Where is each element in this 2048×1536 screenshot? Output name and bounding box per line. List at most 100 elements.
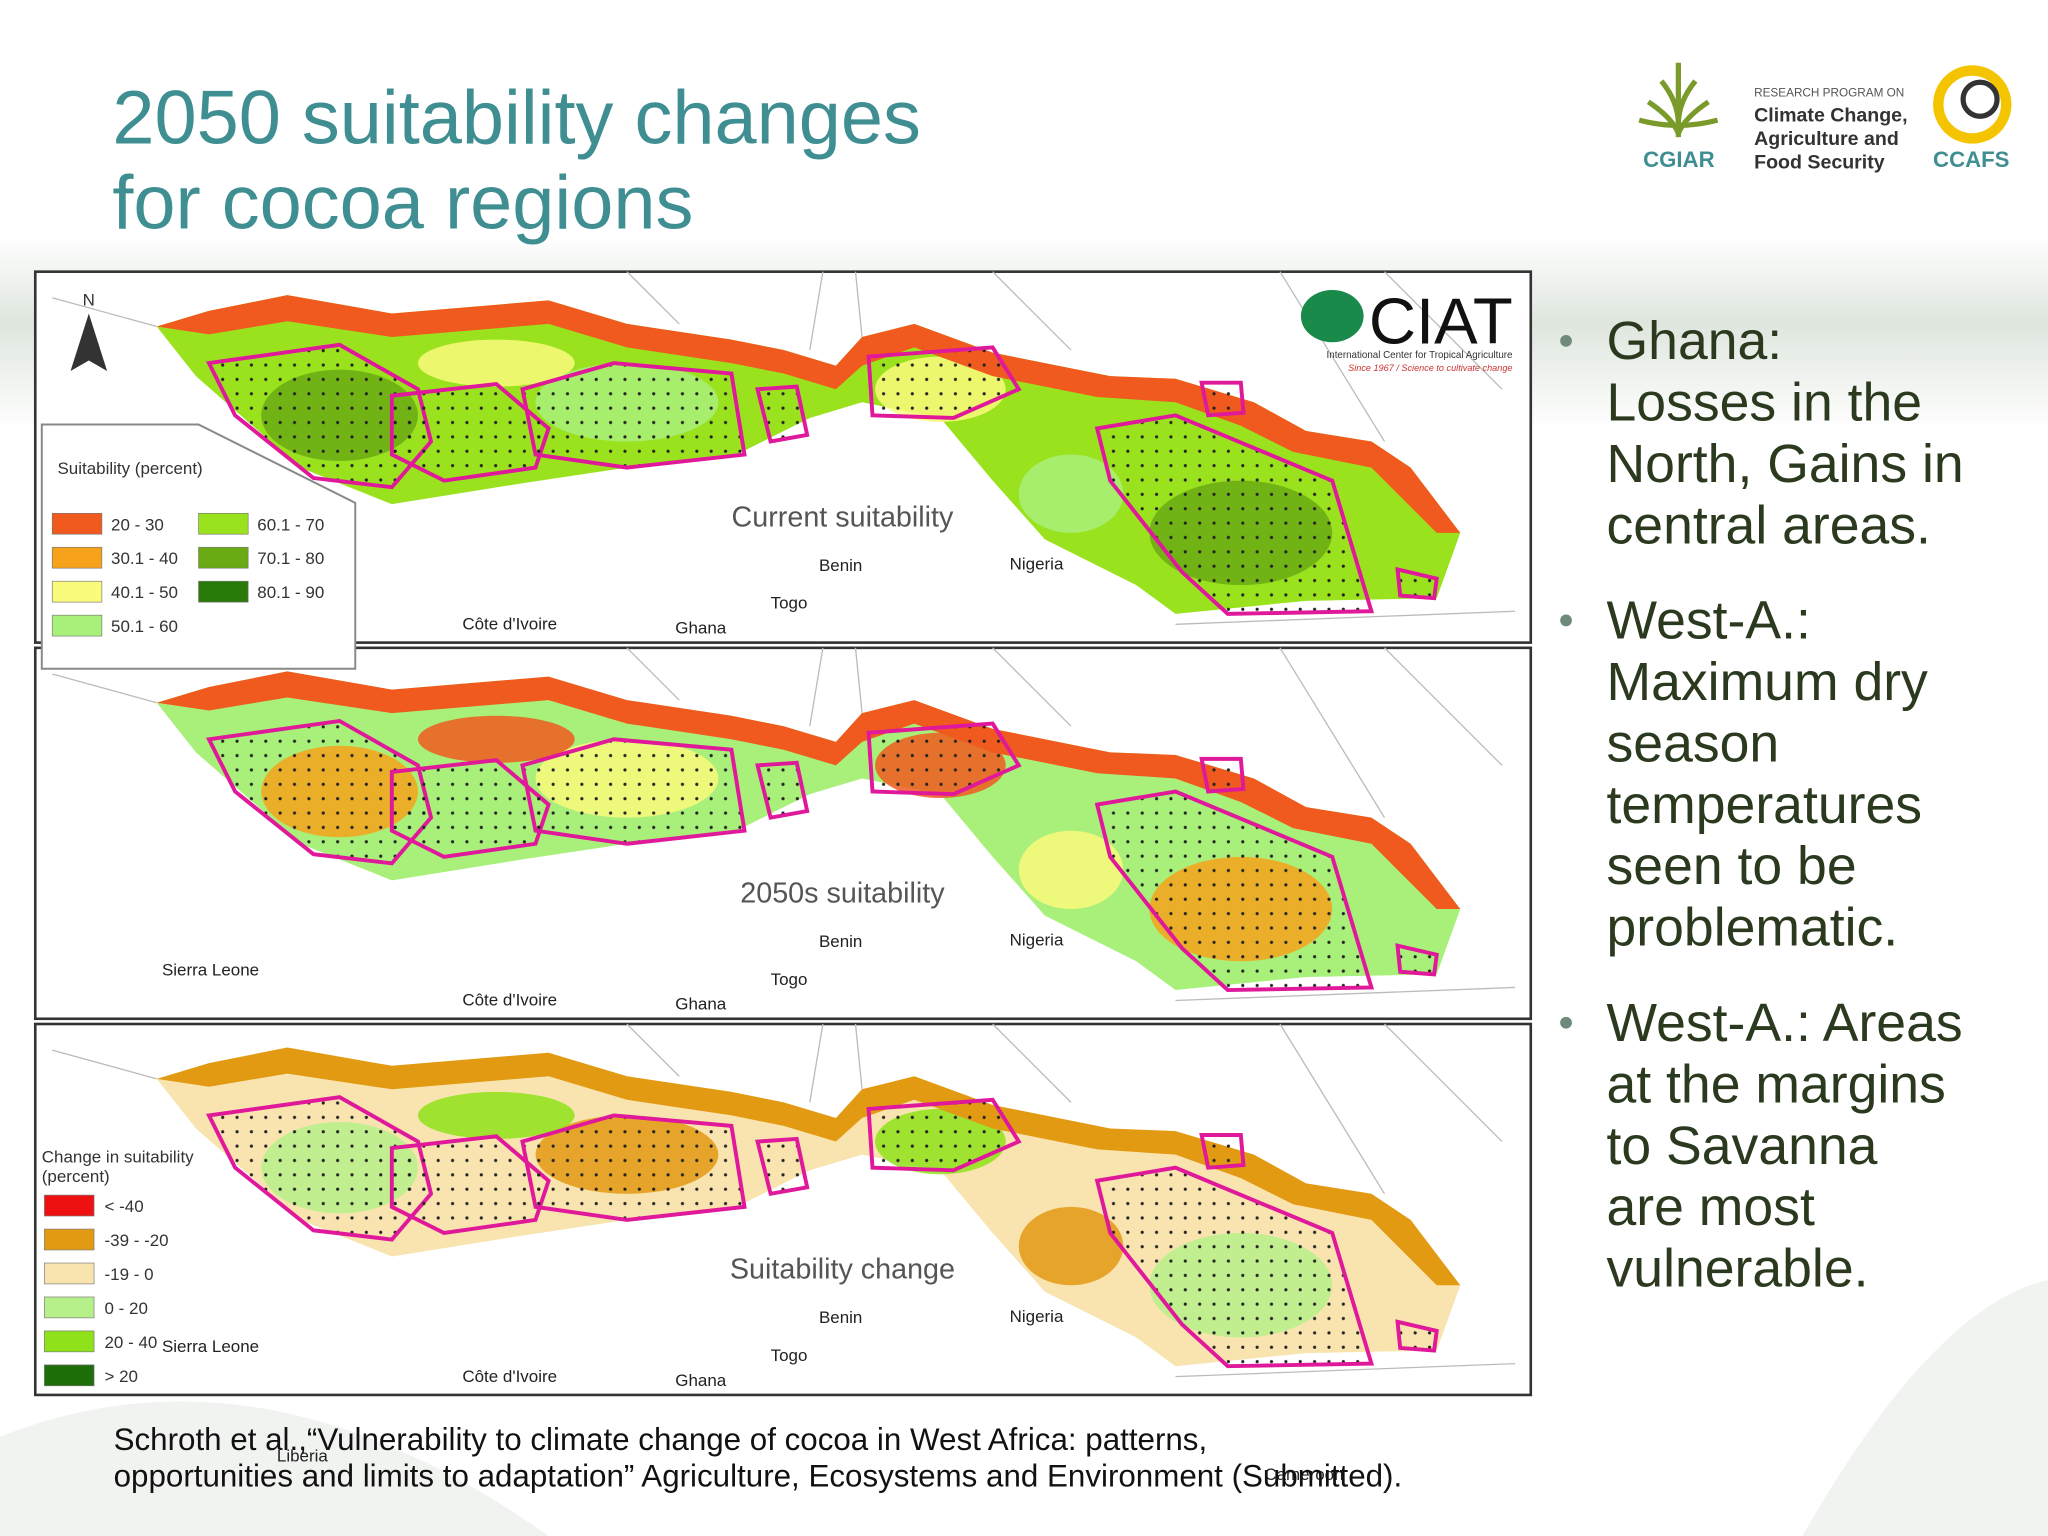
bullet-text: West-A.: Areas: [1607, 994, 1963, 1053]
ccafs-text: CCAFS: [1933, 147, 2009, 172]
legend-label: -39 - -20: [104, 1231, 168, 1250]
legend-swatch: [51, 512, 103, 535]
cocoa-region-outline: [389, 1134, 551, 1236]
cocoa-region-outline: [520, 1113, 747, 1222]
background-swoosh: [0, 1280, 2048, 1536]
bullet-text: West-A.:: [1607, 592, 1811, 651]
country-label: Ghana: [675, 1371, 727, 1390]
country-label: Ghana: [675, 618, 727, 637]
cocoa-region-dots: [757, 386, 808, 442]
bullet-text: central areas.: [1607, 496, 1931, 555]
legend-swatch: [44, 1194, 95, 1217]
legend-title: Change in suitability: [42, 1147, 194, 1166]
legend-label: > 20: [104, 1367, 137, 1386]
country-label: Togo: [771, 594, 808, 613]
suitability-patch: [1018, 454, 1124, 533]
cocoa-region-dots: [868, 1099, 1019, 1171]
cocoa-region-outline: [866, 345, 1022, 420]
cocoa-region-dots: [522, 363, 745, 468]
cocoa-region-outline: [389, 381, 551, 483]
suitability-patch: [417, 339, 575, 387]
cocoa-region-outline: [1094, 413, 1375, 616]
program-text: Food Security: [1754, 151, 1885, 173]
cocoa-region-dots: [757, 762, 808, 818]
legend-box: [40, 423, 357, 670]
cocoa-region-dots: [868, 723, 1019, 795]
cocoa-region-outline: [1199, 380, 1246, 418]
bullet-text: Maximum dry: [1607, 653, 1929, 712]
legend-label: 80.1 - 90: [257, 583, 324, 602]
country-label: Togo: [771, 970, 808, 989]
cocoa-region-dots: [757, 1138, 808, 1194]
ciat-sub: International Center for Tropical Agricu…: [1327, 350, 1513, 361]
cocoa-region-dots: [1097, 791, 1372, 991]
ciat-icon: [1300, 289, 1364, 343]
cocoa-region-outline: [866, 721, 1022, 797]
legend-swatch: [51, 614, 103, 637]
legend-swatch: [51, 546, 103, 569]
country-label: Benin: [819, 1308, 862, 1327]
cocoa-region-outline: [1199, 756, 1246, 794]
citation: opportunities and limits to adaptation” …: [114, 1458, 1403, 1493]
country-borders: [52, 647, 1516, 1002]
cocoa-region-outline: [520, 737, 747, 846]
country-label: Côte d'Ivoire: [462, 615, 557, 634]
country-label: Nigeria: [1010, 931, 1064, 950]
compass-arrow: [70, 313, 108, 371]
cocoa-region-dots: [522, 1115, 745, 1220]
bullet-text: North, Gains in: [1607, 435, 1964, 494]
map-panel: Sierra Leone Côte d'Ivoire Ghana Benin Togo N…: [33, 1022, 1533, 1484]
ciat-text: CIAT: [1369, 285, 1513, 358]
title-line: for cocoa regions: [112, 161, 693, 246]
legend-title: (percent): [42, 1167, 110, 1186]
bullet-text: seen to be: [1607, 837, 1857, 896]
legend-title: Suitability (percent): [57, 459, 202, 478]
cocoa-region-outline: [755, 384, 810, 444]
map-stack: Sierra Leone Côte d'Ivoire Ghana Benin Togo N…: [33, 270, 1533, 1484]
legend-label: 40.1 - 50: [111, 583, 178, 602]
program-text: Climate Change,: [1754, 104, 1907, 126]
bullet-text: are most: [1607, 1178, 1815, 1237]
country-label: Ghana: [675, 995, 727, 1014]
bullet-text: to Savanna: [1607, 1117, 1878, 1176]
cgiar-text: CGIAR: [1643, 147, 1715, 172]
country-label: Côte d'Ivoire: [462, 1367, 557, 1386]
compass-n: N: [83, 291, 95, 310]
legend-swatch: [198, 546, 249, 569]
bullet-text: season: [1607, 714, 1780, 773]
cocoa-region-dots: [208, 720, 432, 864]
cocoa-region-outline: [389, 758, 551, 859]
legend-swatch: [44, 1228, 95, 1251]
country-label: Sierra Leone: [162, 1337, 259, 1356]
legend-label: 30.1 - 40: [111, 549, 178, 568]
ccafs-icon: [1960, 79, 2000, 119]
legend-label: 60.1 - 70: [257, 515, 324, 534]
map-caption: 2050s suitability: [740, 878, 945, 910]
cocoa-region-outline: [1395, 943, 1439, 977]
bullet-dot: [1560, 614, 1572, 627]
land-fringe: [156, 295, 1461, 533]
legend-label: < -40: [104, 1197, 143, 1216]
cocoa-region-dots: [868, 347, 1019, 418]
legend-label: -19 - 0: [104, 1265, 153, 1284]
legend-swatch: [198, 580, 249, 603]
land-fringe: [156, 671, 1461, 910]
cocoa-region-dots: [1201, 758, 1244, 792]
cocoa-region-outline: [1395, 566, 1439, 601]
country-label: Benin: [819, 556, 862, 575]
title-line: 2050 suitability changes: [112, 76, 921, 161]
suitability-patch: [417, 715, 575, 763]
cocoa-region-outline: [1094, 1165, 1375, 1369]
cocoa-region-dots: [1201, 1135, 1244, 1168]
map-caption: Current suitability: [732, 501, 954, 533]
legend-swatch: [44, 1262, 95, 1285]
legend-label: 20 - 40: [104, 1333, 157, 1352]
cocoa-region-outline: [1199, 1133, 1246, 1170]
cocoa-region-outline: [1395, 1319, 1439, 1353]
legend-change: Change in suitability(percent) < -40 -39 -…: [42, 1147, 194, 1387]
program-text: Agriculture and: [1754, 128, 1899, 150]
cocoa-region-outline: [866, 1097, 1022, 1173]
cocoa-region-dots: [1097, 1167, 1372, 1367]
